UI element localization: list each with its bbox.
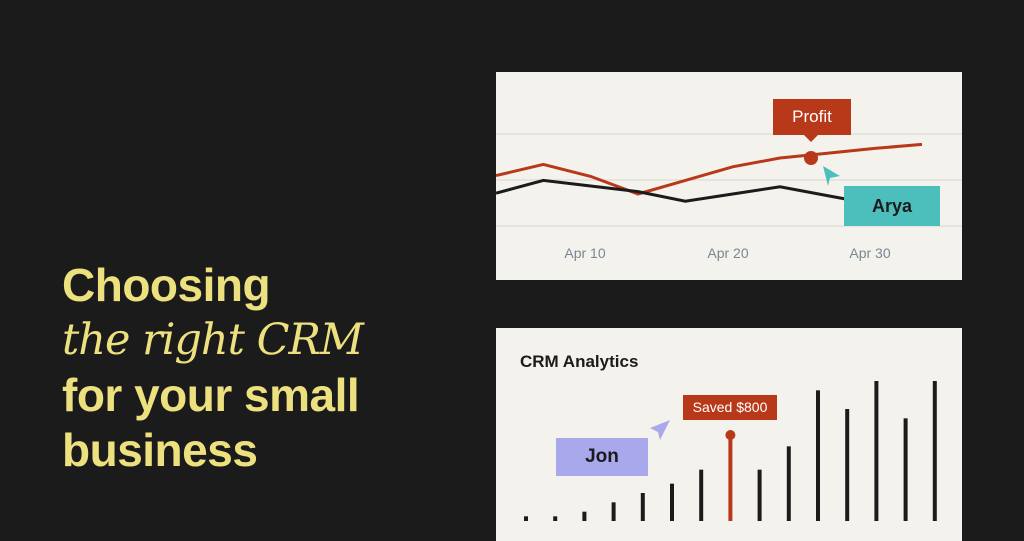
- bar: [757, 469, 762, 521]
- profit-series-line: [496, 142, 923, 196]
- highlight-bar-dot: [725, 430, 736, 440]
- cursor-arrow-icon: [650, 420, 670, 440]
- headline-line-2: the right CRM: [62, 315, 364, 365]
- bar: [524, 516, 528, 521]
- line-chart: Apr 10 Apr 20 Apr 30: [496, 133, 962, 261]
- callout-pointer: [803, 134, 819, 142]
- profit-marker-dot: [804, 151, 818, 165]
- bar: [582, 511, 587, 521]
- x-tick-label: Apr 10: [564, 245, 605, 261]
- bar-chart-card: CRM Analytics Saved $800 Jon: [496, 328, 962, 541]
- headline-line-1: Choosing: [62, 259, 271, 311]
- saved-callout: Saved $800: [683, 395, 777, 420]
- x-tick-label: Apr 20: [707, 245, 748, 261]
- x-tick-label: Apr 30: [849, 245, 890, 261]
- bar: [640, 493, 645, 521]
- bar-chart: [524, 381, 937, 521]
- highlighted-bar: [728, 437, 733, 521]
- arya-user-tag: Arya: [844, 186, 940, 226]
- bar: [699, 469, 704, 521]
- jon-user-tag: Jon: [556, 438, 648, 476]
- headline-line-4: business: [62, 424, 258, 476]
- bar: [611, 502, 616, 521]
- bar: [932, 381, 937, 521]
- bar: [786, 446, 791, 521]
- bar: [670, 483, 674, 521]
- bar: [845, 409, 850, 521]
- card-title: CRM Analytics: [520, 352, 639, 371]
- headline-line-3: for your small: [62, 369, 360, 421]
- bar: [903, 418, 908, 521]
- bar: [816, 390, 820, 521]
- line-chart-card: Apr 10 Apr 20 Apr 30 Profit Arya: [496, 72, 962, 280]
- cursor-arrow-icon: [823, 166, 840, 186]
- bar: [874, 381, 879, 521]
- headline: Choosing the right CRM for your small bu…: [62, 258, 462, 478]
- bar: [553, 516, 558, 521]
- profit-callout: Profit: [773, 99, 851, 135]
